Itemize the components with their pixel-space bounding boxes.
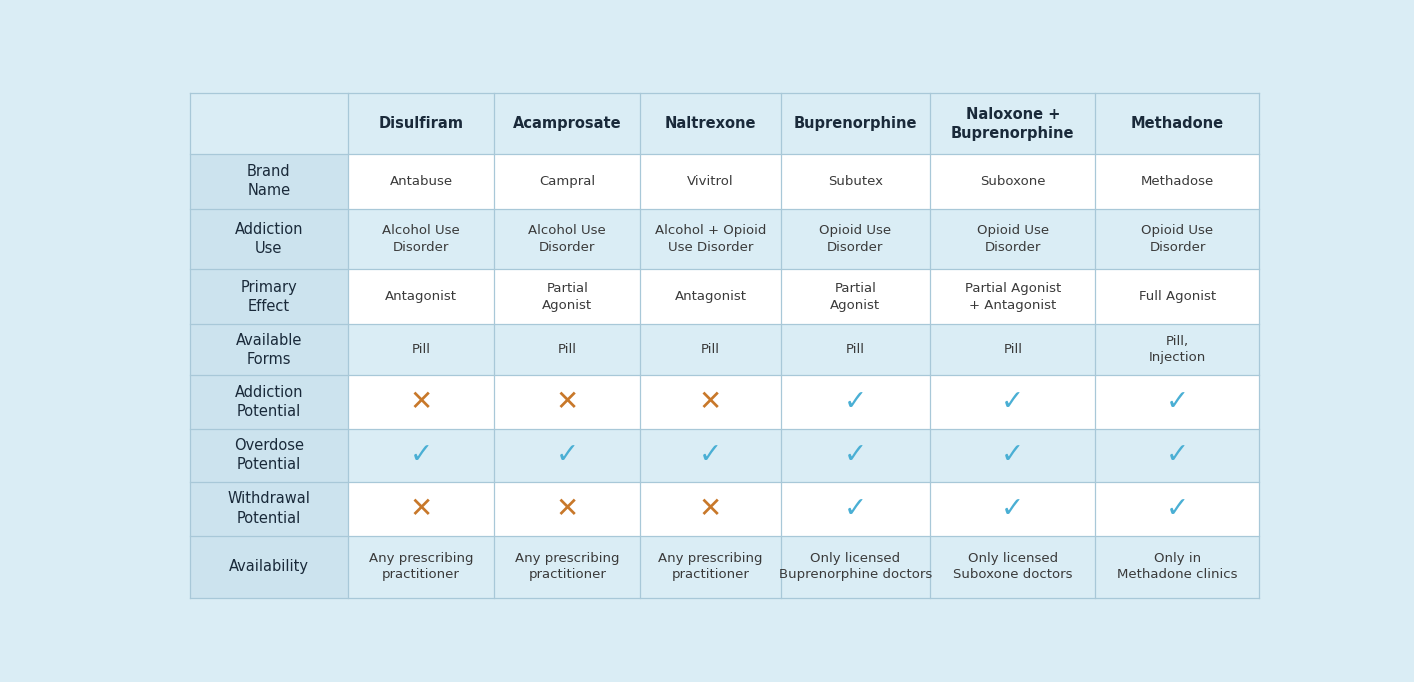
Bar: [189, 481, 348, 535]
Text: Methadose: Methadose: [1141, 175, 1215, 188]
Text: Addiction
Potential: Addiction Potential: [235, 385, 303, 419]
Text: ✓: ✓: [1001, 494, 1025, 522]
Text: Opioid Use
Disorder: Opioid Use Disorder: [1141, 224, 1213, 254]
Bar: [189, 375, 348, 429]
Text: Vivitrol: Vivitrol: [687, 175, 734, 188]
Text: ✕: ✕: [556, 494, 578, 522]
Text: ✓: ✓: [1165, 388, 1189, 416]
Text: ✓: ✓: [1165, 494, 1189, 522]
Text: Pill: Pill: [557, 343, 577, 356]
Text: Addiction
Use: Addiction Use: [235, 222, 303, 256]
Bar: [189, 209, 348, 269]
Bar: [189, 324, 1260, 375]
Text: Pill: Pill: [701, 343, 720, 356]
Text: Pill: Pill: [1004, 343, 1022, 356]
Text: ✕: ✕: [556, 388, 578, 416]
Text: ✕: ✕: [410, 494, 433, 522]
Text: Antabuse: Antabuse: [389, 175, 452, 188]
Text: ✓: ✓: [699, 441, 723, 469]
Bar: [189, 209, 1260, 269]
Text: Suboxone: Suboxone: [980, 175, 1045, 188]
Text: Partial
Agonist: Partial Agonist: [830, 282, 881, 312]
Text: Antagonist: Antagonist: [385, 291, 457, 303]
Text: ✓: ✓: [1165, 441, 1189, 469]
Text: ✕: ✕: [410, 388, 433, 416]
Bar: [189, 535, 1260, 597]
Bar: [189, 481, 1260, 535]
Bar: [189, 324, 348, 375]
Text: Brand
Name: Brand Name: [247, 164, 291, 198]
Text: Alcohol Use
Disorder: Alcohol Use Disorder: [382, 224, 460, 254]
Text: Any prescribing
practitioner: Any prescribing practitioner: [369, 552, 474, 581]
Text: Overdose
Potential: Overdose Potential: [233, 439, 304, 473]
Text: Any prescribing
practitioner: Any prescribing practitioner: [515, 552, 619, 581]
Text: Opioid Use
Disorder: Opioid Use Disorder: [977, 224, 1049, 254]
Text: ✓: ✓: [1001, 388, 1025, 416]
Text: Primary
Effect: Primary Effect: [240, 280, 297, 314]
Text: Alcohol + Opioid
Use Disorder: Alcohol + Opioid Use Disorder: [655, 224, 766, 254]
Text: ✓: ✓: [556, 441, 578, 469]
Bar: [189, 269, 348, 324]
Text: Methadone: Methadone: [1131, 116, 1225, 131]
Bar: [189, 269, 1260, 324]
Text: Naltrexone: Naltrexone: [665, 116, 756, 131]
Text: ✓: ✓: [844, 441, 867, 469]
Bar: [189, 154, 348, 209]
Bar: [189, 375, 1260, 429]
Text: ✓: ✓: [844, 494, 867, 522]
Text: ✓: ✓: [1001, 441, 1025, 469]
Bar: [189, 154, 1260, 209]
Text: Campral: Campral: [539, 175, 595, 188]
Text: Withdrawal
Potential: Withdrawal Potential: [228, 492, 310, 526]
Text: Pill: Pill: [411, 343, 430, 356]
Text: Alcohol Use
Disorder: Alcohol Use Disorder: [529, 224, 607, 254]
Text: ✓: ✓: [844, 388, 867, 416]
Text: Only in
Methadone clinics: Only in Methadone clinics: [1117, 552, 1237, 581]
Text: Partial
Agonist: Partial Agonist: [542, 282, 592, 312]
Text: Opioid Use
Disorder: Opioid Use Disorder: [819, 224, 891, 254]
Text: Pill: Pill: [846, 343, 865, 356]
Bar: [189, 429, 1260, 481]
Text: ✓: ✓: [410, 441, 433, 469]
Text: Subutex: Subutex: [829, 175, 882, 188]
Text: ✕: ✕: [699, 494, 723, 522]
Text: Full Agonist: Full Agonist: [1138, 291, 1216, 303]
Text: Any prescribing
practitioner: Any prescribing practitioner: [658, 552, 762, 581]
Bar: [189, 93, 1260, 154]
Text: Disulfiram: Disulfiram: [379, 116, 464, 131]
Text: Antagonist: Antagonist: [674, 291, 747, 303]
Text: Pill,
Injection: Pill, Injection: [1148, 335, 1206, 364]
Bar: [189, 535, 348, 597]
Text: Only licensed
Suboxone doctors: Only licensed Suboxone doctors: [953, 552, 1073, 581]
Text: Acamprosate: Acamprosate: [513, 116, 622, 131]
Text: Availability: Availability: [229, 559, 308, 574]
Text: Available
Forms: Available Forms: [236, 333, 303, 367]
Text: Partial Agonist
+ Antagonist: Partial Agonist + Antagonist: [964, 282, 1060, 312]
Text: ✕: ✕: [699, 388, 723, 416]
Bar: [189, 429, 348, 481]
Text: Buprenorphine: Buprenorphine: [793, 116, 918, 131]
Text: Only licensed
Buprenorphine doctors: Only licensed Buprenorphine doctors: [779, 552, 932, 581]
Text: Naloxone +
Buprenorphine: Naloxone + Buprenorphine: [952, 106, 1075, 140]
